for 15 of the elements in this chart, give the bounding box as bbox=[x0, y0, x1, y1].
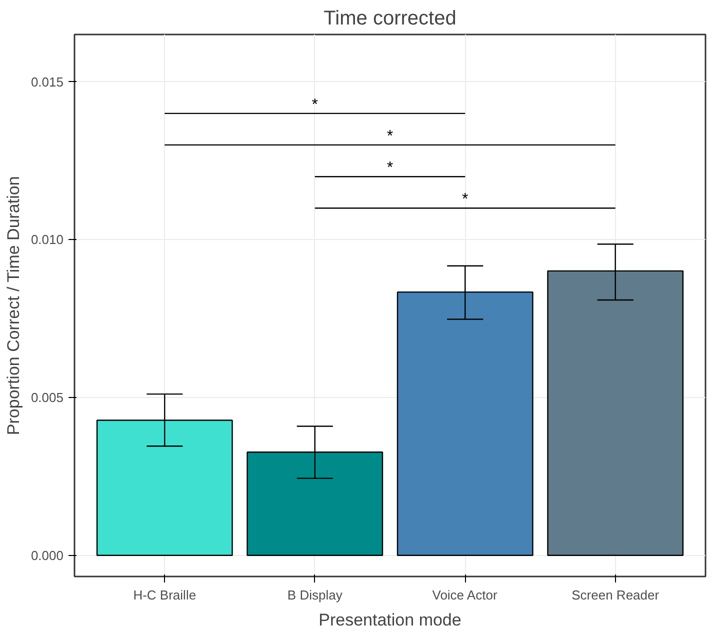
y-axis-title: Proportion Correct / Time Duration bbox=[4, 176, 23, 436]
y-tick-label: 0.015 bbox=[30, 74, 64, 90]
x-tick-label: B Display bbox=[287, 588, 343, 602]
chart-title: Time corrected bbox=[324, 8, 456, 30]
annotation: * bbox=[462, 191, 468, 208]
x-tick-label: H-C Braille bbox=[133, 588, 196, 602]
x-axis-title: Presentation mode bbox=[318, 610, 462, 630]
x-tick-label: Screen Reader bbox=[572, 588, 660, 602]
annotation: * bbox=[386, 160, 394, 177]
y-tick-label: 0.010 bbox=[30, 232, 64, 248]
annotation: * bbox=[312, 96, 318, 114]
annotation: * bbox=[386, 128, 394, 145]
y-tick-label: 0.005 bbox=[30, 390, 64, 406]
y-tick-label: 0.000 bbox=[30, 548, 64, 563]
x-tick-label: Voice Actor bbox=[432, 588, 498, 602]
